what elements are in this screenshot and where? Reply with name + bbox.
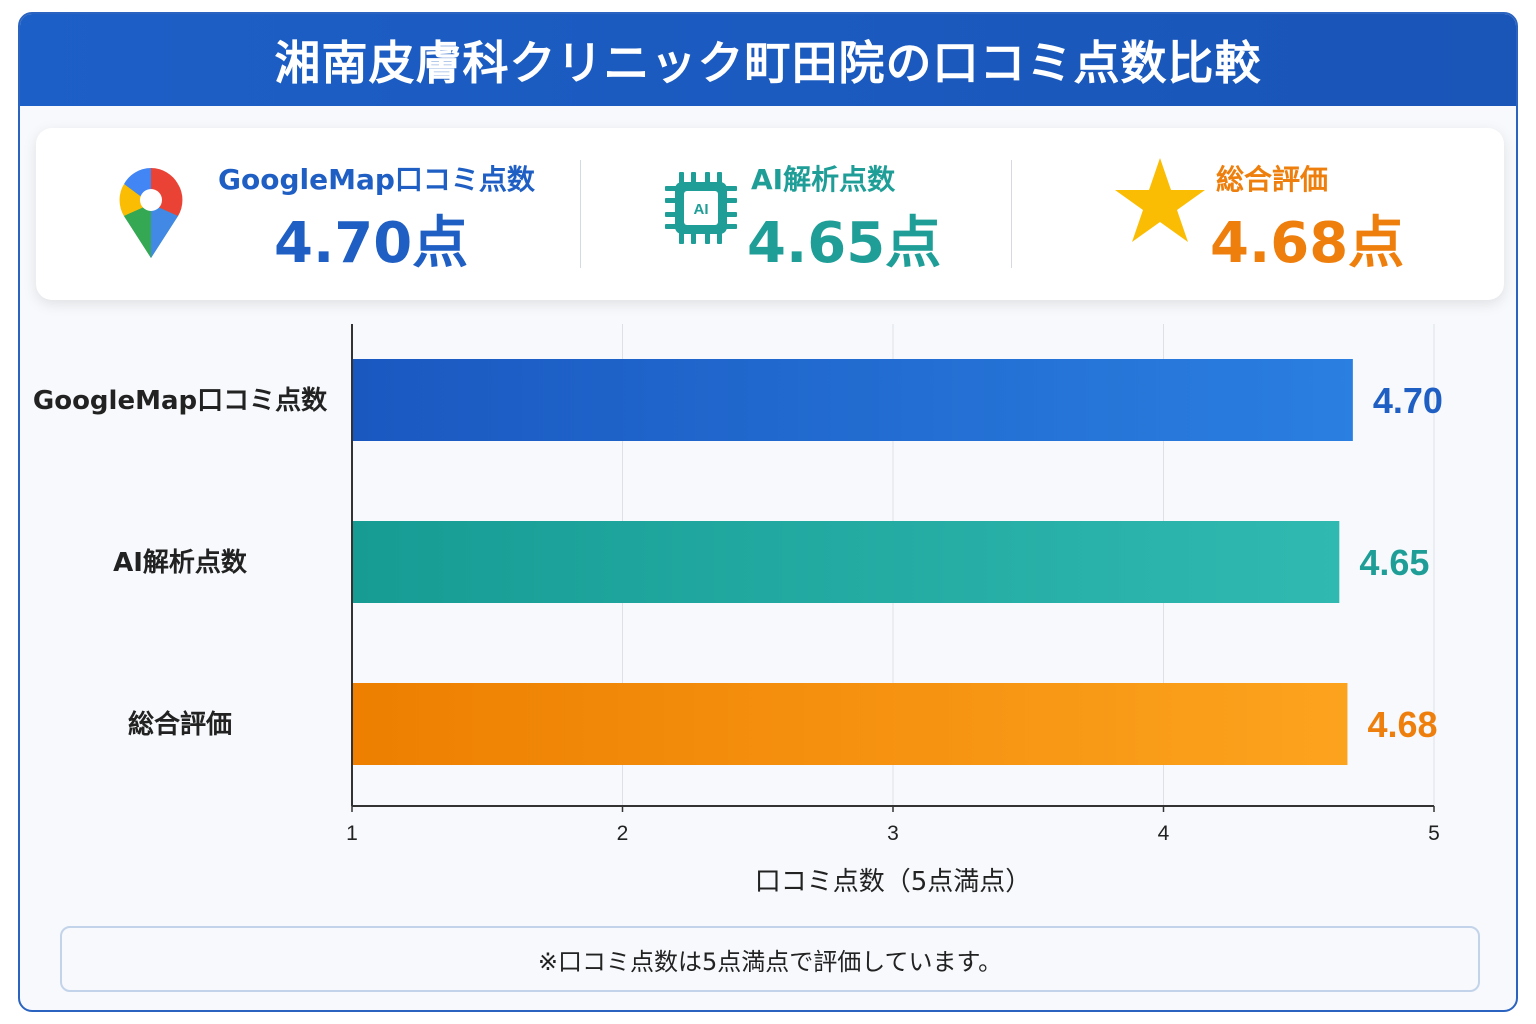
x-tick-label: 2 bbox=[617, 822, 629, 845]
ai-chip-icon: AI bbox=[665, 172, 737, 244]
summary-googlemap-label: GoogleMap口コミ点数 bbox=[218, 163, 535, 196]
bar-chart: 4.70 4.65 4.68 1 2 3 4 5 口コミ点数（5点満点） GoogleMap口コ… bbox=[33, 324, 1443, 897]
summary-card: GoogleMap口コミ点数 4.70点 AI bbox=[36, 128, 1504, 300]
summary-googlemap: GoogleMap口コミ点数 4.70点 bbox=[36, 128, 580, 300]
x-tick-label: 4 bbox=[1158, 822, 1170, 845]
svg-text:AI: AI bbox=[694, 201, 709, 218]
title-bar: 湘南皮膚科クリニック町田院の口コミ点数比較 bbox=[20, 14, 1516, 106]
y-tick-label: AI解析点数 bbox=[113, 547, 248, 578]
summary-googlemap-value: 4.70点 bbox=[274, 211, 469, 276]
x-tick-label: 5 bbox=[1428, 822, 1440, 845]
chart-frame: 湘南皮膚科クリニック町田院の口コミ点数比較 GoogleMap口コミ点数 4.7… bbox=[18, 12, 1518, 1012]
summary-ai-value: 4.65点 bbox=[747, 211, 942, 276]
summary-divider bbox=[580, 160, 581, 268]
x-tick-label: 1 bbox=[346, 822, 358, 845]
summary-overall-value: 4.68点 bbox=[1210, 211, 1405, 276]
data-label: 4.70 bbox=[1373, 380, 1443, 421]
map-pin-icon bbox=[119, 168, 183, 258]
y-tick-label: GoogleMap口コミ点数 bbox=[33, 385, 328, 416]
bar bbox=[352, 521, 1340, 603]
data-label: 4.65 bbox=[1359, 542, 1429, 583]
summary-overall-label: 総合評価 bbox=[1216, 163, 1329, 196]
footnote: ※口コミ点数は5点満点で評価しています。 bbox=[60, 926, 1480, 992]
x-tick-label: 3 bbox=[887, 822, 899, 845]
x-axis-label: 口コミ点数（5点満点） bbox=[755, 867, 1032, 897]
page-title: 湘南皮膚科クリニック町田院の口コミ点数比較 bbox=[274, 36, 1262, 90]
summary-ai: AI AI解析点数 4.65点 bbox=[581, 128, 1011, 300]
summary-divider bbox=[1011, 160, 1012, 268]
data-label: 4.68 bbox=[1367, 704, 1437, 745]
bar bbox=[352, 359, 1353, 441]
y-tick-label: 総合評価 bbox=[128, 709, 232, 740]
summary-overall: 総合評価 4.68点 bbox=[1012, 128, 1504, 300]
summary-ai-label: AI解析点数 bbox=[751, 163, 896, 196]
bar bbox=[352, 683, 1348, 765]
star-icon bbox=[1115, 158, 1205, 242]
